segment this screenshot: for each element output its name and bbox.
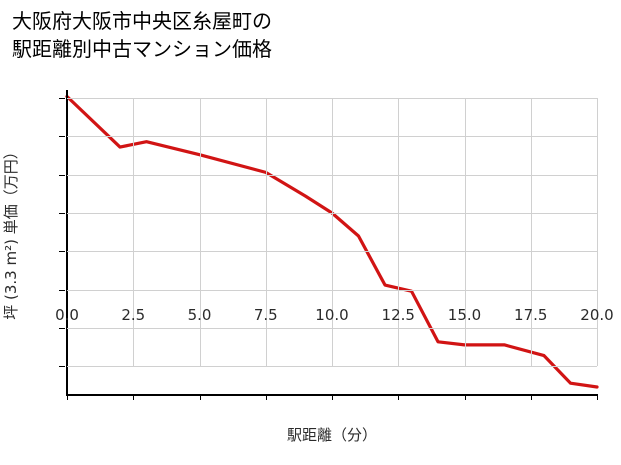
- x-tick-label: 17.5: [514, 306, 548, 324]
- x-tick-mark: [199, 394, 201, 400]
- x-tick-label: 12.5: [381, 306, 415, 324]
- x-tick-label: 0.0: [55, 306, 79, 324]
- y-tick-mark: [59, 327, 65, 329]
- x-tick-mark: [133, 394, 135, 400]
- x-tick-mark: [398, 394, 400, 400]
- x-tick-mark: [530, 394, 532, 400]
- x-tick-label: 10.0: [315, 306, 349, 324]
- x-tick-mark: [464, 394, 466, 400]
- y-axis-label: 坪 (3.3 m²) 単価（万円）: [2, 144, 20, 320]
- series-line-chart: [65, 94, 599, 389]
- gridline-vertical: [597, 98, 598, 366]
- y-tick-mark: [59, 366, 65, 368]
- x-tick-label: 15.0: [447, 306, 482, 324]
- series-polyline: [65, 94, 599, 389]
- x-axis-spine: [66, 394, 598, 396]
- x-tick-mark: [597, 394, 598, 400]
- y-tick-mark: [59, 212, 65, 214]
- x-tick-label: 20.0: [580, 306, 614, 324]
- chart-title: 大阪府大阪市中央区糸屋町の 駅距離別中古マンション価格: [12, 9, 272, 61]
- y-tick-mark: [59, 136, 65, 138]
- y-tick-mark: [59, 98, 65, 99]
- gridline-horizontal: [67, 366, 597, 368]
- x-tick-label: 5.0: [187, 306, 212, 324]
- x-tick-mark: [67, 394, 68, 400]
- plot-area: [65, 94, 599, 389]
- x-axis-label: 駅距離（分）: [286, 426, 377, 444]
- y-tick-mark: [59, 289, 65, 291]
- y-tick-mark: [59, 251, 65, 253]
- x-tick-mark: [332, 394, 333, 400]
- x-tick-label: 2.5: [121, 306, 146, 324]
- x-tick-label: 7.5: [253, 306, 278, 324]
- y-tick-mark: [59, 174, 65, 176]
- x-tick-mark: [265, 394, 267, 400]
